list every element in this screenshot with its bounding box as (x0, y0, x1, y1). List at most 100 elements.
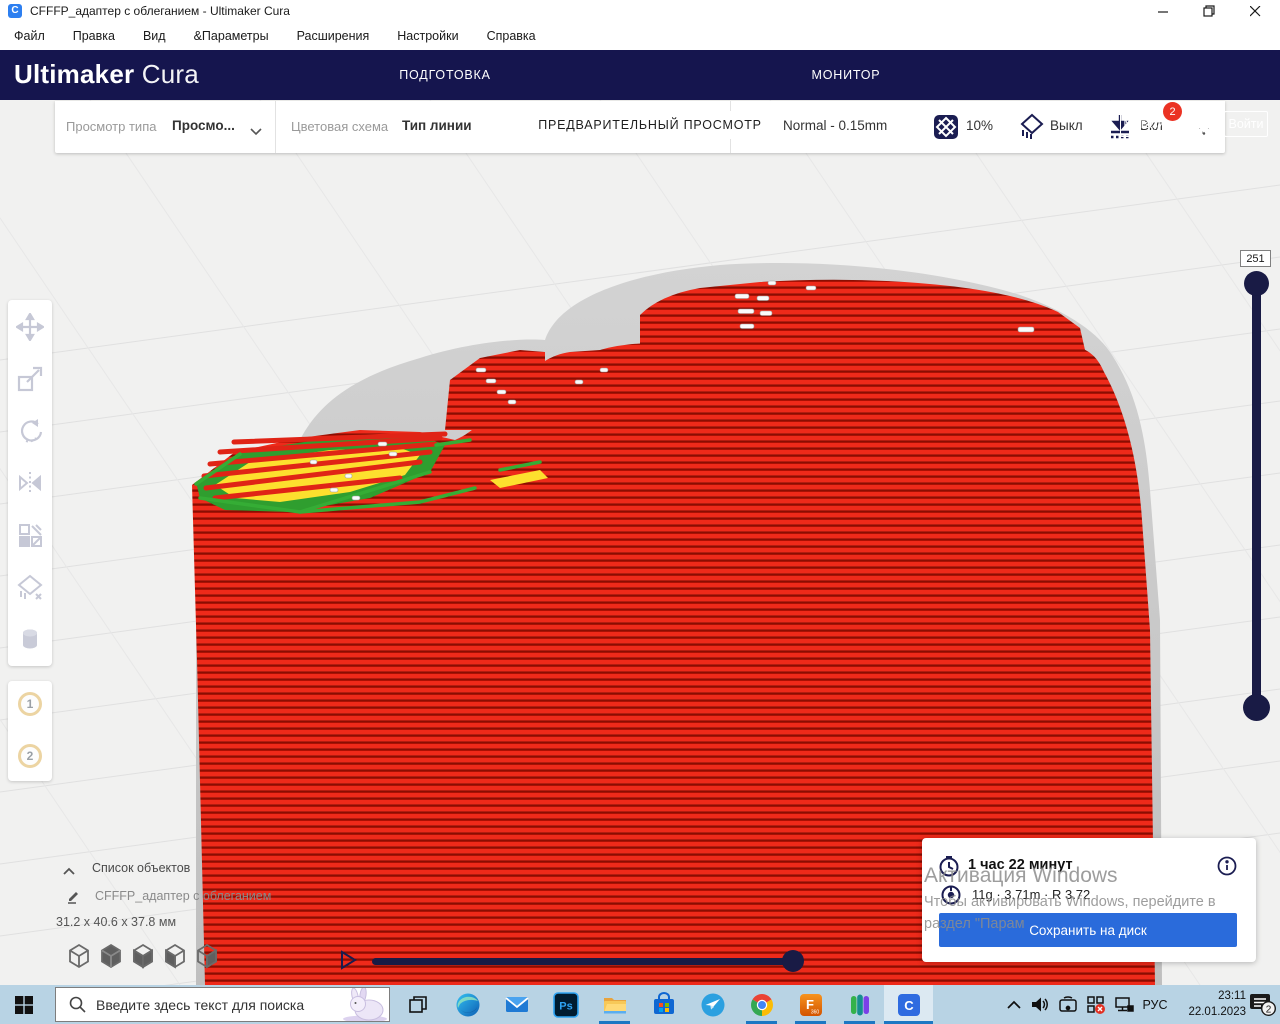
svg-text:F: F (806, 997, 814, 1012)
taskbar-clock[interactable]: 23:11 22.01.2023 (1168, 988, 1246, 1020)
app-header: Ultimaker Cura ПОДГОТОВКА ПРЕДВАРИТЕЛЬНЫ… (0, 50, 1280, 139)
view-right-icon[interactable] (194, 943, 220, 974)
title-bar: C CFFFP_адаптер с облеганием - Ultimaker… (0, 0, 1280, 22)
start-button[interactable] (6, 985, 42, 1024)
taskbar-chrome-icon[interactable] (737, 985, 786, 1024)
search-highlight-rabbit-image (343, 988, 387, 1021)
simulation-slider-handle[interactable] (782, 950, 804, 972)
extruder-panel: 1 2 (8, 681, 52, 781)
view-3d-icon[interactable] (66, 943, 92, 974)
model-skin-shelf (194, 431, 548, 514)
taskbar-search-input[interactable]: Введите здесь текст для поиска (55, 987, 390, 1022)
taskbar-edge-icon[interactable] (443, 985, 492, 1024)
view-left-icon[interactable] (162, 943, 188, 974)
tool-panel (8, 300, 52, 666)
volume-icon[interactable] (1026, 985, 1054, 1024)
taskbar-cura-icon[interactable]: C (884, 985, 933, 1024)
play-button[interactable] (340, 950, 358, 975)
model-left-patch (445, 350, 545, 430)
notification-center-icon[interactable]: 2 (1248, 985, 1278, 1024)
marketplace-button[interactable]: Магазин (1120, 111, 1175, 137)
taskbar-store-icon[interactable] (639, 985, 688, 1024)
object-list-header[interactable]: Список объектов (92, 861, 191, 875)
sign-in-button[interactable]: Войти (1224, 111, 1268, 137)
taskbar-telegram-icon[interactable] (688, 985, 737, 1024)
model-top-layers (640, 279, 1085, 350)
view-type-chevron-icon[interactable] (250, 123, 262, 141)
view-front-icon[interactable] (98, 943, 124, 974)
layer-slider-bottom-handle[interactable] (1243, 694, 1270, 721)
taskbar-fusion360-icon[interactable]: F 360 (786, 985, 835, 1024)
toolbar-divider (275, 101, 276, 153)
menu-extensions[interactable]: Расширения (296, 29, 370, 43)
cura-window-icon: C (8, 4, 22, 18)
svg-text:360: 360 (810, 1009, 819, 1015)
tray-expand-chevron-icon[interactable] (1002, 985, 1026, 1024)
clock-time: 23:11 (1218, 990, 1246, 1002)
collapse-chevron-icon[interactable] (62, 863, 76, 881)
object-dimensions: 31.2 x 40.6 x 37.8 мм (56, 915, 177, 929)
taskbar-photoshop-icon[interactable]: Ps (541, 985, 590, 1024)
layer-slider-top-handle[interactable] (1244, 271, 1269, 296)
sliced-model[interactable] (192, 263, 1162, 985)
color-scheme-label: Цветовая схема (291, 119, 389, 134)
search-icon (69, 996, 86, 1013)
custom-support-cylinder-icon[interactable] (16, 625, 44, 653)
info-icon[interactable] (1217, 856, 1237, 881)
connect-display-icon[interactable] (1054, 985, 1082, 1024)
ultimaker-cura-logo: Ultimaker Cura (14, 59, 199, 89)
material-estimate: 11g · 3.71m · R 3.72 (972, 887, 1091, 902)
window-title: CFFFP_адаптер с облеганием - Ultimaker C… (30, 4, 290, 18)
extruder-2-button[interactable]: 2 (18, 744, 42, 768)
menu-bar: Файл Правка Вид &Параметры Расширения На… (0, 22, 1280, 50)
object-name[interactable]: CFFFP_адаптер с облеганием (95, 889, 272, 903)
travel-marks (309, 280, 1035, 501)
taskbar: Введите здесь текст для поиска Ps (0, 985, 1280, 1024)
task-view-button[interactable] (398, 985, 438, 1024)
minimize-button[interactable] (1146, 0, 1180, 22)
viewport-3d[interactable] (0, 100, 1280, 985)
view-top-icon[interactable] (130, 943, 156, 974)
menu-preferences[interactable]: Настройки (397, 29, 459, 43)
infill-icon (934, 115, 958, 144)
layer-slider-track[interactable] (1252, 284, 1261, 707)
network-icon[interactable] (1110, 985, 1138, 1024)
mirror-tool-icon[interactable] (16, 469, 44, 497)
close-button[interactable] (1238, 0, 1272, 22)
marketplace-badge: 2 (1163, 102, 1182, 121)
tab-preview[interactable]: ПРЕДВАРИТЕЛЬНЫЙ ПРОСМОТР (521, 111, 779, 139)
menu-settings[interactable]: &Параметры (193, 29, 269, 43)
support-value[interactable]: Выкл (1050, 118, 1083, 133)
restore-button[interactable] (1192, 0, 1226, 22)
svg-text:Ps: Ps (559, 1000, 572, 1012)
taskbar-mail-icon[interactable] (492, 985, 541, 1024)
save-to-disk-button[interactable]: Сохранить на диск (939, 913, 1237, 947)
apps-grid-icon[interactable] (1189, 113, 1211, 140)
menu-file[interactable]: Файл (14, 29, 45, 43)
tab-prepare[interactable]: ПОДГОТОВКА (399, 68, 491, 82)
rename-pencil-icon[interactable] (66, 888, 82, 909)
per-model-settings-icon[interactable] (16, 521, 44, 549)
menu-view[interactable]: Вид (142, 29, 166, 43)
simulation-slider-track[interactable] (372, 958, 800, 965)
move-tool-icon[interactable] (14, 311, 46, 343)
language-indicator[interactable]: РУС (1142, 997, 1168, 1012)
adhesion-value[interactable]: Вкл (1140, 118, 1163, 133)
notification-badge: 2 (1266, 1004, 1272, 1015)
usb-device-error-icon[interactable] (1082, 985, 1110, 1024)
support-blocker-icon[interactable] (16, 573, 44, 601)
menu-edit[interactable]: Правка (72, 29, 115, 43)
infill-value[interactable]: 10% (966, 118, 994, 133)
profile-value[interactable]: Normal - 0.15mm (783, 118, 888, 133)
taskbar-color-app-icon[interactable] (835, 985, 884, 1024)
taskbar-explorer-icon[interactable] (590, 985, 639, 1024)
color-scheme-dropdown[interactable]: Тип линии (402, 118, 472, 133)
material-spool-icon (941, 885, 961, 910)
print-time-estimate: 1 час 22 минут (968, 857, 1073, 873)
extruder-1-button[interactable]: 1 (18, 692, 42, 716)
tab-monitor[interactable]: МОНИТОР (811, 68, 881, 82)
scale-tool-icon[interactable] (16, 365, 44, 393)
rotate-tool-icon[interactable] (16, 417, 44, 445)
menu-help[interactable]: Справка (486, 29, 536, 43)
view-type-dropdown[interactable]: Просмо... (172, 118, 235, 133)
